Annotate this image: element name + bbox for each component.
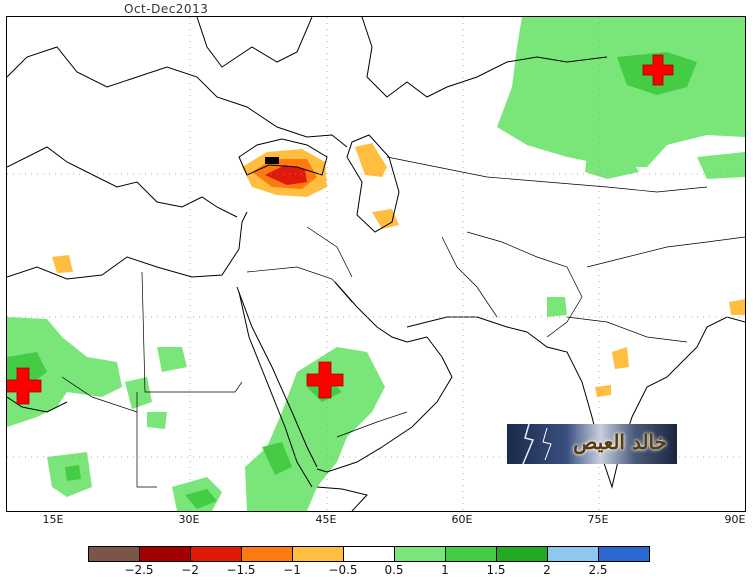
strong-area-central-core (65, 465, 81, 481)
negative-anomaly-areas (52, 143, 745, 397)
anomaly-area-kazakh (592, 105, 619, 119)
plus-marker-arabia (306, 361, 344, 399)
coast-persian-gulf (334, 281, 428, 343)
border-saudi-north (246, 266, 353, 303)
colorbar-tick-label: −1 (283, 563, 301, 577)
colorbar-swatch (547, 546, 599, 562)
colorbar-swatch (598, 546, 650, 562)
colorbar-tick-label: 1.5 (486, 563, 506, 577)
colorbar-swatch (190, 546, 242, 562)
anomaly-area-arabia (245, 347, 385, 511)
coast-red-sea (236, 286, 318, 468)
coast-arctic (361, 17, 608, 98)
colorbar-swatch (343, 546, 395, 562)
colorbar-tick-label: −2.5 (124, 563, 154, 577)
x-axis-label: 30E (178, 513, 200, 526)
anomaly-area-west-africa (7, 317, 122, 427)
anomaly-area-eastern-europe (585, 152, 639, 179)
border-chad (61, 376, 138, 413)
plus-marker-west-africa (7, 367, 42, 405)
colorbar-swatch (394, 546, 446, 562)
coast-scandinavia (196, 17, 313, 68)
anomaly-area-far-east (697, 152, 745, 179)
border-kazakh (386, 156, 708, 193)
colorbar-tick-label: −0.5 (328, 563, 358, 577)
borders (61, 156, 745, 488)
colorbar-tick-label: −1.5 (226, 563, 256, 577)
coast-mediterranean-south (7, 248, 240, 280)
coast-red-sea-west (238, 291, 313, 488)
colorbar-swatch (88, 546, 140, 562)
strong-area-sudan-core (185, 489, 217, 509)
border-india-nepal (566, 316, 688, 343)
border-sudan (136, 392, 157, 488)
colorbar-tick-label: 2 (543, 563, 551, 577)
anomaly-area-turkey-peak (265, 157, 279, 164)
coast-levant (238, 211, 248, 250)
anomaly-area-far-east-neg (729, 299, 745, 315)
colorbar-swatch (445, 546, 497, 562)
border-iraq-iran (306, 226, 353, 278)
anomaly-map (7, 17, 745, 511)
graticule (7, 17, 745, 511)
anomaly-area-sahara (125, 377, 152, 409)
positive-anomaly-areas (7, 17, 745, 511)
colorbar-swatch (292, 546, 344, 562)
x-axis-label: 45E (315, 513, 337, 526)
coast-mediterranean-north (7, 146, 238, 218)
map-frame (6, 16, 746, 512)
anomaly-area-northeast (497, 17, 745, 167)
x-axis-label: 90E (724, 513, 746, 526)
colorbar-swatch (139, 546, 191, 562)
anomaly-area-chad (157, 347, 187, 372)
anomaly-area-afghanistan (547, 297, 567, 317)
coast-horn-africa (316, 486, 368, 511)
anomaly-area-caspian-south (372, 209, 399, 229)
page-title: Oct-Dec2013 (124, 2, 209, 16)
plus-marker-siberia (642, 54, 674, 86)
coast-iran-south (406, 316, 528, 333)
colorbar-swatch (241, 546, 293, 562)
anomaly-area-india-south (595, 385, 611, 397)
colorbar-tick-label: 2.5 (588, 563, 608, 577)
coast-arabia-east (316, 336, 453, 473)
anomaly-area-turkey-core (265, 165, 307, 185)
border-libya-egypt (141, 271, 243, 393)
coast-caspian (346, 134, 400, 233)
lightning-icon (522, 424, 552, 464)
colorbar (88, 546, 650, 562)
colorbar-swatch (496, 546, 548, 562)
x-axis-label: 15E (42, 513, 64, 526)
watermark-logo: خالد العيص (507, 424, 677, 464)
colorbar-tick-label: 0.5 (384, 563, 404, 577)
strong-area-red-sea (262, 442, 292, 475)
anomaly-area-caspian-north (355, 143, 387, 177)
x-axis-label: 75E (587, 513, 609, 526)
colorbar-tick-label: 1 (441, 563, 449, 577)
coast-europe (7, 46, 348, 148)
logo-text: خالد العيص (573, 430, 667, 454)
anomaly-area-libya (52, 255, 73, 273)
colorbar-tick-label: −2 (181, 563, 199, 577)
x-axis-label: 60E (451, 513, 473, 526)
coast-west-africa (7, 396, 68, 413)
markers (7, 54, 674, 405)
border-yemen (336, 411, 408, 438)
border-afghanistan (466, 231, 583, 338)
border-china (586, 236, 745, 268)
anomaly-area-chad-south (147, 412, 167, 429)
coast-black-sea (238, 138, 328, 176)
anomaly-area-india-north (612, 347, 629, 369)
border-iran-east (441, 236, 498, 318)
